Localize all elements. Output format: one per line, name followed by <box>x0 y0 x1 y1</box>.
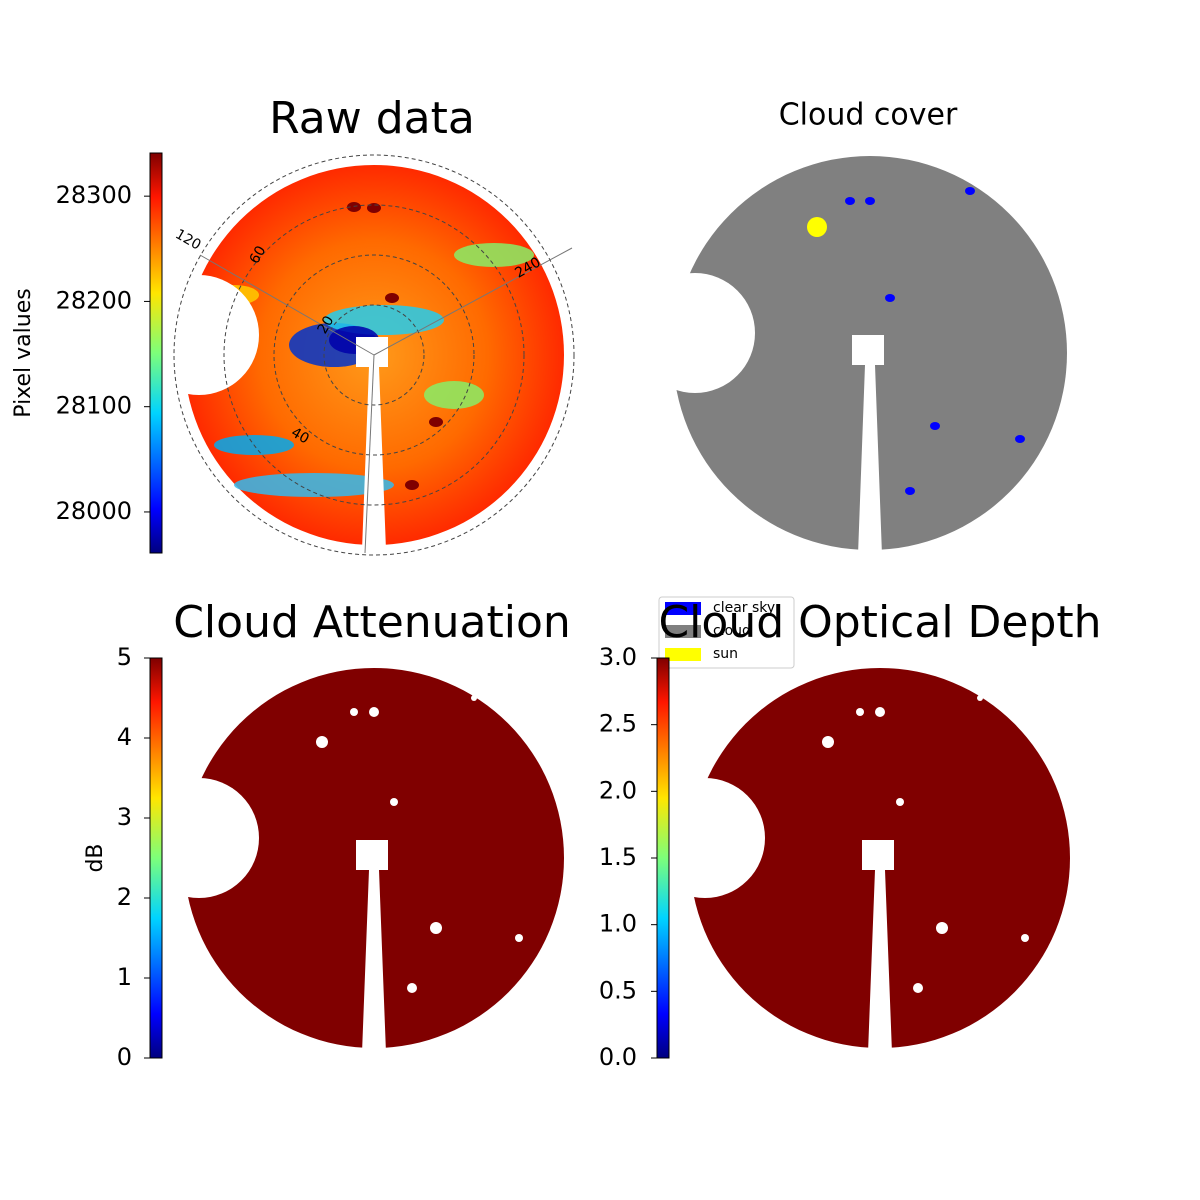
texture <box>424 381 484 409</box>
mask-bite <box>139 275 259 395</box>
panel: Raw data12060204024028000281002820028300… <box>11 93 575 556</box>
colorbar-tick-label: 28200 <box>56 286 132 314</box>
panel-title: Cloud Optical Depth <box>658 597 1101 648</box>
colorbar-tick-label: 0.0 <box>599 1043 637 1071</box>
clear-sky-patch <box>865 197 875 205</box>
mask-hole <box>1021 934 1029 942</box>
panel-title: Raw data <box>269 93 475 144</box>
polar-label: 20 <box>315 313 338 336</box>
mask-hole <box>316 736 328 748</box>
colorbar-tick-label: 0.5 <box>599 976 637 1004</box>
colorbar-label: dB <box>83 843 108 872</box>
legend-label: cloud <box>713 623 751 639</box>
texture <box>347 202 361 212</box>
colorbar <box>149 152 163 554</box>
texture <box>385 293 399 303</box>
mask-hole <box>471 695 477 701</box>
mask-bite <box>139 778 259 898</box>
mask-bite <box>645 778 765 898</box>
mask-hole <box>350 708 358 716</box>
clear-sky-patch <box>885 294 895 302</box>
mask-hole <box>430 922 442 934</box>
polar-spoke <box>364 354 375 554</box>
legend-label: sun <box>713 646 738 662</box>
polar-label: 40 <box>288 425 311 448</box>
legend-swatch <box>665 648 701 661</box>
texture <box>429 417 443 427</box>
polar-ring <box>273 254 475 456</box>
colorbar-tick-label: 28300 <box>56 181 132 209</box>
mask-hole <box>856 708 864 716</box>
colorbar-tick-label: 1.5 <box>599 843 637 871</box>
legend-swatch <box>665 602 701 615</box>
colorbar-tick-label: 28100 <box>56 392 132 420</box>
clear-sky-patch <box>845 197 855 205</box>
colorbar-tick-label: 1.0 <box>599 910 637 938</box>
mask-post <box>356 840 388 1053</box>
polar-spoke <box>199 254 375 356</box>
legend-swatch <box>665 625 701 638</box>
polar-ring <box>223 204 525 506</box>
clear-sky-patch <box>905 487 915 495</box>
mask-hole <box>875 707 885 717</box>
polar-label: 60 <box>247 243 270 266</box>
colorbar-tick-label: 0 <box>117 1043 132 1071</box>
colorbar-tick-label: 5 <box>117 643 132 671</box>
colorbar-tick-label: 2 <box>117 883 132 911</box>
panel: Cloud cover <box>635 98 1067 555</box>
mask-hole <box>407 983 417 993</box>
panel: Cloud Optical Depth 0.0 0.5 1.0 1.5 2.0 2.5 3.0 <box>599 597 1102 1071</box>
mask-hole <box>913 983 923 993</box>
panel: Cloud Attenuation 0 1 2 3 4 5 dB <box>83 597 571 1071</box>
texture <box>454 243 534 267</box>
mask-hole <box>977 695 983 701</box>
colorbar-tick-label: 1 <box>117 963 132 991</box>
texture <box>405 480 419 490</box>
colorbar-tick-label: 28000 <box>56 497 132 525</box>
mask-hole <box>936 922 948 934</box>
colorbar-tick-label: 3.0 <box>599 643 637 671</box>
mask-hole <box>369 707 379 717</box>
mask-hole <box>515 934 523 942</box>
panel-title: Cloud cover <box>779 98 958 133</box>
texture <box>367 203 381 213</box>
polar-ring <box>173 154 575 556</box>
mask-post <box>862 840 894 1053</box>
colorbar <box>656 657 670 1059</box>
mask-bite <box>635 273 755 393</box>
colorbar-label: Pixel values <box>11 288 36 417</box>
polar-spoke <box>373 247 573 356</box>
clear-sky-patch <box>965 187 975 195</box>
polar-label: 120 <box>172 226 203 253</box>
mask-post <box>852 335 884 555</box>
colorbar-tick-label: 2.0 <box>599 776 637 804</box>
panel-title: Cloud Attenuation <box>173 597 571 648</box>
legend-label: clear sky <box>713 600 775 616</box>
colorbar-tick-label: 3 <box>117 803 132 831</box>
colorbar <box>149 657 163 1059</box>
clear-sky-patch <box>1015 435 1025 443</box>
mask-hole <box>390 798 398 806</box>
colorbar-tick-label: 4 <box>117 723 132 751</box>
mask-post <box>356 337 388 550</box>
mask-hole <box>896 798 904 806</box>
sun <box>807 217 827 237</box>
colorbar-tick-label: 2.5 <box>599 710 637 738</box>
clear-sky-patch <box>930 422 940 430</box>
mask-hole <box>822 736 834 748</box>
texture <box>234 473 394 497</box>
polar-ring <box>323 304 425 406</box>
